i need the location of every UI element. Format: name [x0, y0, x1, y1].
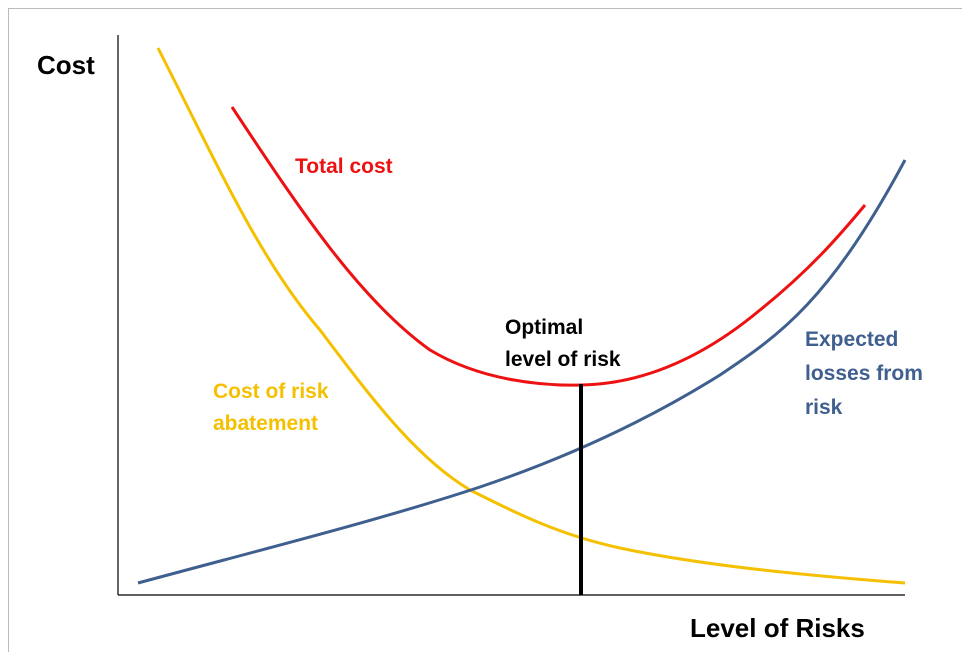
- label-line: risk: [805, 396, 843, 419]
- expected-losses-curve: [137, 159, 907, 585]
- frame: [8, 8, 962, 652]
- label-line: Expected: [805, 328, 898, 351]
- label-line: level of risk: [505, 348, 621, 371]
- total-cost-label: Total cost: [295, 155, 393, 178]
- y-axis-label: Cost: [37, 50, 95, 80]
- abatement-label: Cost of risk abatement: [213, 380, 334, 435]
- label-line: Optimal: [505, 316, 583, 339]
- expected-losses-label: Expected losses from risk: [805, 328, 929, 419]
- total-cost-curve: [230, 106, 867, 387]
- label-line: losses from: [805, 362, 923, 385]
- label-line: Cost of risk: [213, 380, 329, 403]
- label-line: abatement: [213, 412, 318, 435]
- optimal-label: Optimal level of risk: [505, 316, 621, 371]
- abatement-curve: [156, 47, 906, 585]
- label-line: Total cost: [295, 155, 393, 178]
- x-axis-label: Level of Risks: [690, 613, 865, 643]
